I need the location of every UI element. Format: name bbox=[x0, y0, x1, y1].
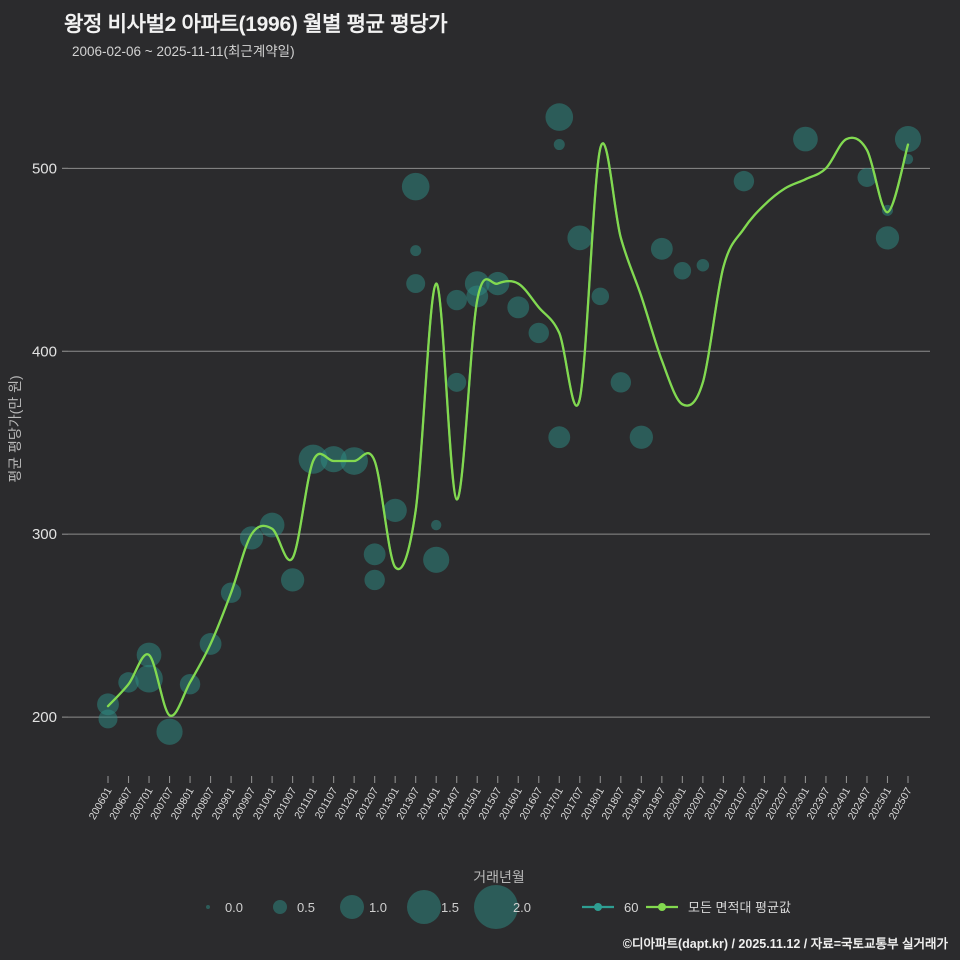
data-bubble bbox=[97, 693, 119, 716]
legend-series-marker[interactable] bbox=[658, 903, 666, 911]
footer-credit: ©디아파트(dapt.kr) / 2025.11.12 / 자료=국토교통부 실… bbox=[622, 937, 948, 951]
series-line-average bbox=[106, 136, 910, 717]
data-bubble bbox=[875, 226, 900, 250]
data-bubble bbox=[410, 245, 422, 257]
y-tick-label: 200 bbox=[32, 709, 57, 726]
data-bubble bbox=[423, 546, 450, 573]
data-bubble bbox=[406, 274, 426, 294]
data-bubble bbox=[431, 519, 442, 531]
data-bubble bbox=[364, 569, 385, 591]
legend-size-label: 1.5 bbox=[441, 900, 459, 915]
data-bubble bbox=[156, 718, 183, 745]
page-title: 왕정 비사벌2 아파트(1996) 월별 평균 평당가 bbox=[64, 13, 448, 36]
legend-size-label: 0.0 bbox=[225, 900, 243, 915]
data-bubble bbox=[650, 237, 673, 260]
data-bubble bbox=[673, 262, 692, 280]
series-path bbox=[106, 136, 910, 717]
legend-series-label: 모든 면적대 평균값 bbox=[688, 900, 791, 915]
data-bubble bbox=[239, 526, 264, 550]
page-subtitle: 2006-02-06 ~ 2025-11-11(최근계약일) bbox=[72, 44, 295, 59]
data-bubble bbox=[259, 512, 285, 538]
legend-series-marker[interactable] bbox=[594, 903, 602, 911]
data-bubble bbox=[98, 709, 118, 729]
series-path bbox=[106, 136, 910, 717]
y-tick-label: 500 bbox=[32, 160, 57, 177]
legend-series-label: 60 bbox=[624, 900, 638, 915]
data-bubble bbox=[733, 170, 755, 192]
gridlines-group bbox=[62, 167, 930, 718]
data-bubble bbox=[548, 426, 571, 449]
data-bubble bbox=[591, 287, 610, 306]
y-tick-label: 300 bbox=[32, 526, 57, 543]
data-bubble bbox=[629, 425, 653, 449]
y-axis-title: 평균 평당가(만 원) bbox=[7, 375, 23, 482]
legend-size-bubble[interactable] bbox=[340, 895, 364, 919]
legend-size-bubble[interactable] bbox=[407, 890, 441, 924]
y-tick-label: 400 bbox=[32, 343, 57, 360]
data-bubble bbox=[857, 167, 877, 187]
chart-legend[interactable]: 0.0 0.5 1.0 1.5 2.0 60 모든 면적대 평균값 bbox=[206, 885, 791, 929]
x-axis-labels: 2006012006072007012007072008012008072009… bbox=[87, 776, 915, 822]
data-bubble bbox=[280, 568, 305, 592]
data-bubble bbox=[553, 139, 565, 151]
data-bubble bbox=[320, 446, 347, 473]
data-bubble bbox=[528, 322, 549, 344]
legend-size-bubble[interactable] bbox=[273, 900, 287, 914]
legend-size-label: 2.0 bbox=[513, 900, 531, 915]
y-axis-labels: 200 300 400 500 bbox=[32, 160, 57, 726]
data-bubble bbox=[447, 372, 467, 392]
legend-size-label: 1.0 bbox=[369, 900, 387, 915]
data-bubble bbox=[894, 125, 922, 153]
data-bubble bbox=[446, 289, 467, 311]
data-bubble bbox=[507, 296, 530, 319]
data-bubble bbox=[383, 498, 407, 523]
data-bubble bbox=[793, 126, 818, 152]
bubble-markers bbox=[97, 103, 922, 745]
data-bubble bbox=[401, 172, 430, 201]
data-bubble bbox=[363, 543, 386, 566]
legend-size-bubble[interactable] bbox=[474, 885, 518, 929]
x-axis-title: 거래년월 bbox=[473, 869, 525, 885]
data-bubble bbox=[610, 372, 632, 393]
legend-size-label: 0.5 bbox=[297, 900, 315, 915]
data-bubble bbox=[567, 225, 593, 251]
data-bubble bbox=[545, 103, 574, 131]
series-line-60 bbox=[106, 136, 910, 717]
axis-titles: 거래년월 평균 평당가(만 원) bbox=[7, 375, 525, 885]
legend-size-bubble[interactable] bbox=[206, 905, 210, 909]
data-bubble bbox=[696, 259, 710, 272]
